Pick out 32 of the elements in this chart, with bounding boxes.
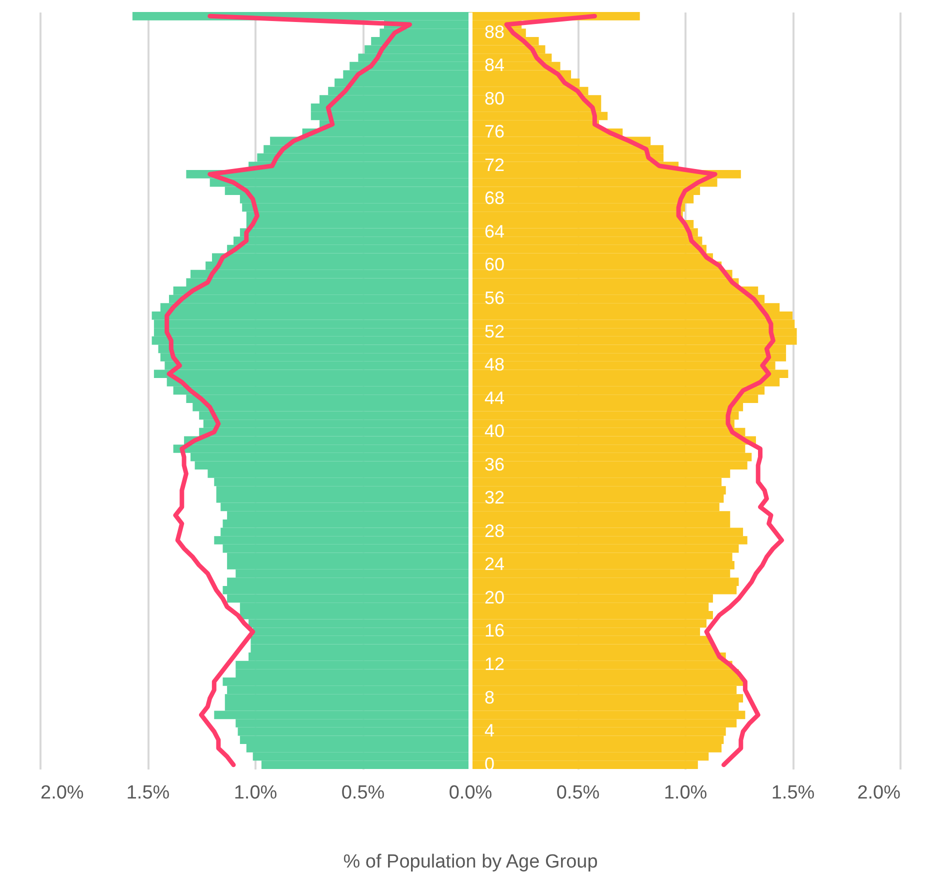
y-tick-label: 68 — [484, 188, 505, 208]
y-tick-label: 64 — [484, 221, 505, 242]
y-tick-label: 12 — [484, 654, 505, 674]
y-tick-label: 56 — [484, 288, 505, 308]
y-tick-label: 28 — [484, 520, 505, 541]
y-tick-label: 76 — [484, 122, 505, 142]
y-tick-label: 8 — [484, 687, 495, 708]
x-tick-label: 2.0% — [40, 782, 84, 804]
y-tick-label: 4 — [484, 720, 495, 741]
y-tick-label: 88 — [484, 22, 505, 42]
y-tick-label: 80 — [484, 88, 505, 108]
y-tick-label: 20 — [484, 587, 505, 608]
y-tick-label: 48 — [484, 354, 505, 375]
x-tick-label: 1.5% — [771, 782, 815, 804]
x-tick-label: 0.5% — [556, 782, 600, 804]
y-tick-label: 60 — [484, 254, 505, 275]
y-tick-label: 16 — [484, 620, 505, 641]
x-tick-label: 0.0% — [448, 782, 492, 804]
x-tick-label: 1.5% — [126, 782, 170, 804]
x-tick-label: 1.0% — [234, 782, 278, 804]
y-tick-label: 36 — [484, 454, 505, 474]
x-tick-label: 2.0% — [857, 782, 901, 804]
x-tick-label: 0.5% — [341, 782, 385, 804]
y-tick-label: 52 — [484, 321, 505, 342]
y-tick-label: 32 — [484, 488, 505, 508]
x-axis-title: % of Population by Age Group — [343, 852, 598, 872]
y-tick-label: 44 — [484, 388, 505, 408]
y-tick-label: 40 — [484, 421, 505, 442]
y-tick-label: 72 — [484, 154, 505, 175]
y-tick-label: 84 — [484, 55, 505, 76]
y-tick-label: 24 — [484, 554, 505, 574]
x-tick-label: 1.0% — [664, 782, 708, 804]
